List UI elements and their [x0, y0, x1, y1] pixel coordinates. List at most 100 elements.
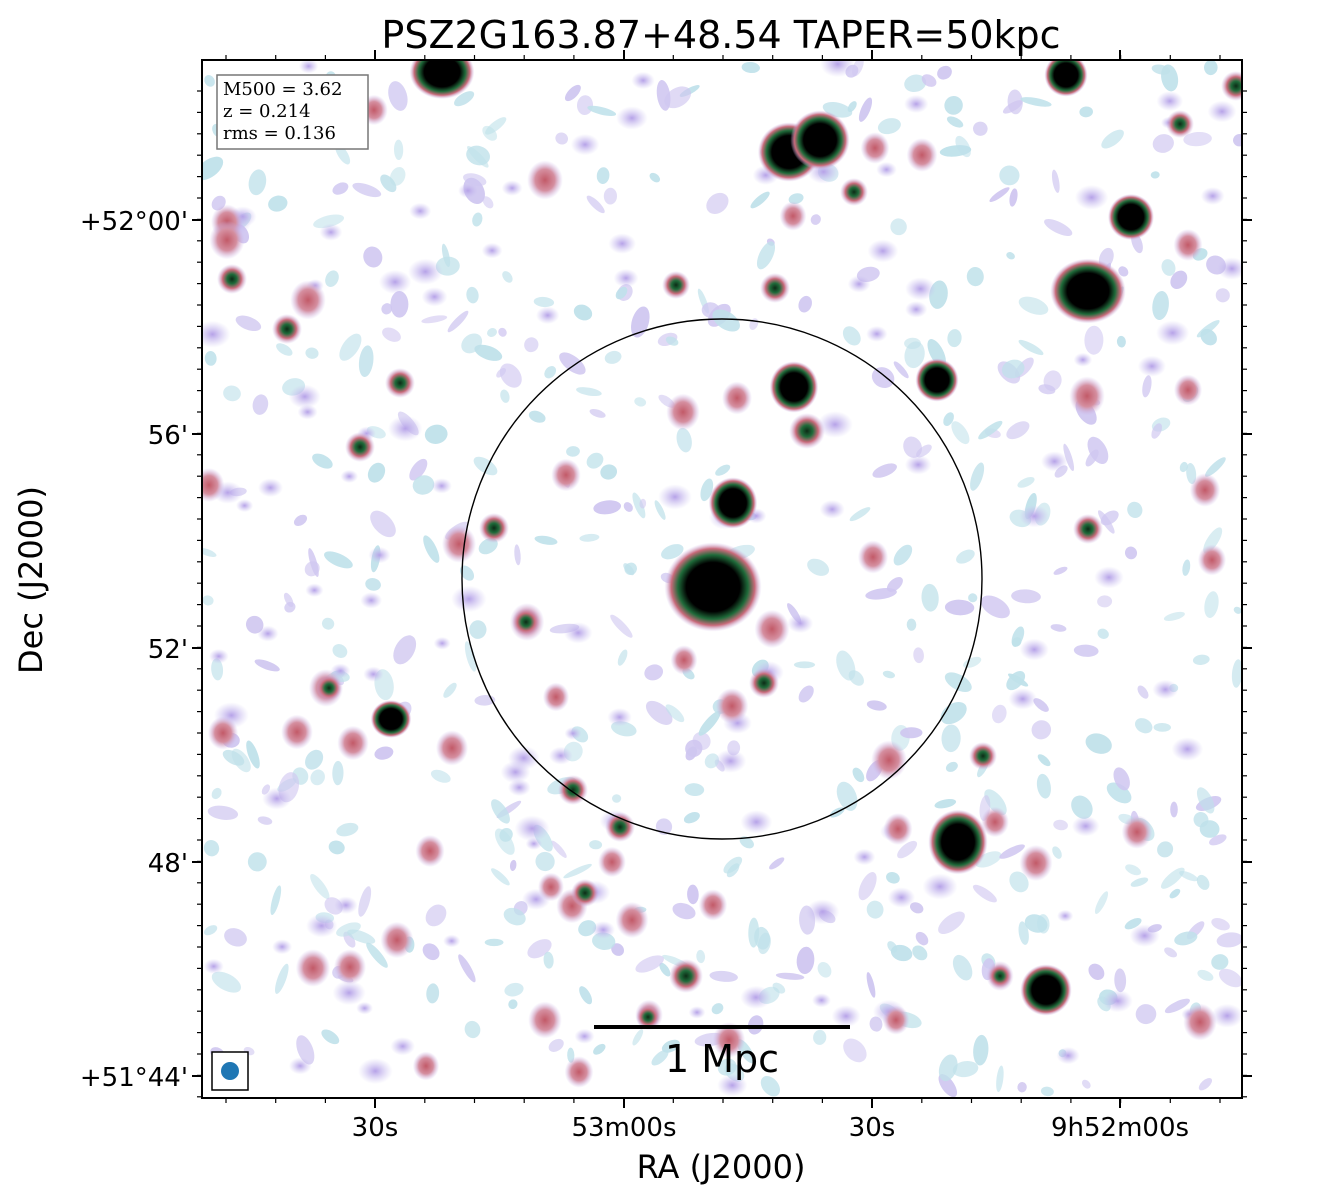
noise-blob — [858, 872, 877, 901]
moderate-source — [527, 160, 563, 200]
moderate-source — [551, 458, 581, 492]
noise-blob — [943, 412, 954, 426]
noise-blob — [469, 620, 487, 639]
noise-blob — [466, 145, 491, 166]
noise-blob — [573, 304, 593, 321]
moderate-source — [1183, 1003, 1217, 1041]
noise-blob — [946, 116, 964, 128]
noise-blob — [589, 408, 606, 418]
noise-blob — [459, 565, 475, 581]
faint-blob — [717, 1074, 748, 1097]
compact-source — [1166, 110, 1194, 138]
moderate-source — [202, 468, 225, 502]
noise-blob — [1011, 637, 1022, 647]
noise-blob — [1163, 611, 1185, 621]
noise-blob — [1002, 100, 1023, 114]
noise-blob — [1124, 546, 1138, 560]
x-axis-label: RA (J2000) — [637, 1148, 806, 1186]
noise-blob — [1037, 754, 1051, 767]
noise-blob — [748, 917, 760, 948]
faint-blob — [208, 648, 229, 664]
compact-source — [760, 273, 790, 303]
faint-blob — [812, 993, 831, 1008]
noise-blob — [466, 286, 479, 304]
noise-blob — [374, 746, 394, 760]
noise-blob — [593, 1043, 606, 1055]
faint-blob — [536, 306, 560, 325]
faint-blob — [408, 258, 443, 285]
faint-blob — [1152, 679, 1179, 700]
noise-blob — [980, 595, 1010, 619]
noise-blob — [312, 453, 333, 469]
noise-blob — [204, 351, 217, 366]
noise-blob — [991, 704, 1007, 724]
noise-blob — [1036, 773, 1051, 799]
noise-blob — [623, 502, 633, 512]
noise-blob — [473, 456, 498, 476]
noise-blob — [257, 816, 273, 825]
moderate-source — [528, 1001, 562, 1039]
noise-blob — [1179, 461, 1188, 473]
noise-blob — [443, 682, 457, 698]
noise-blob — [283, 592, 294, 608]
faint-blob — [1207, 100, 1237, 123]
noise-blob — [897, 840, 918, 859]
noise-blob — [1134, 718, 1153, 734]
noise-blob — [485, 117, 507, 135]
noise-blob — [474, 344, 503, 361]
noise-blob — [972, 884, 997, 903]
noise-blob — [1081, 1079, 1091, 1089]
noise-blob — [715, 464, 731, 476]
faint-blob — [570, 133, 600, 156]
noise-blob — [1233, 133, 1242, 147]
noise-blob — [1161, 259, 1176, 276]
noise-blob — [223, 385, 241, 402]
faint-blob — [607, 708, 632, 727]
noise-blob — [393, 139, 404, 160]
noise-blob — [587, 105, 617, 117]
faint-blob — [867, 239, 899, 263]
noise-blob — [393, 635, 417, 665]
compact-source — [669, 959, 703, 993]
noise-blob — [352, 182, 382, 198]
moderate-source — [542, 682, 570, 712]
noise-blob — [1085, 449, 1099, 467]
noise-blob — [482, 196, 494, 209]
noise-blob — [915, 931, 929, 946]
noise-blob — [1009, 871, 1029, 893]
axis-ticks — [192, 50, 1252, 1108]
noise-blob — [563, 863, 592, 879]
noise-blob — [904, 74, 927, 93]
noise-blob — [1097, 510, 1115, 534]
compact-source — [662, 271, 690, 299]
noise-blob — [1020, 97, 1052, 107]
moderate-source — [715, 688, 749, 724]
faint-blob — [360, 592, 383, 609]
noise-blob — [639, 498, 647, 509]
noise-blob — [836, 650, 856, 681]
info-rms: rms = 0.136 — [223, 123, 336, 144]
noise-blob — [1211, 954, 1229, 970]
faint-blob — [458, 183, 478, 199]
faint-blob — [388, 415, 423, 442]
noise-blob — [270, 885, 282, 916]
noise-blob — [756, 241, 776, 270]
noise-blob — [978, 420, 1003, 440]
noise-blob — [1192, 654, 1210, 665]
noise-blob — [1170, 801, 1178, 818]
noise-blob — [655, 818, 673, 835]
faint-blob — [1156, 320, 1190, 346]
faint-blob — [1211, 1003, 1242, 1028]
noise-blob — [1153, 722, 1171, 732]
noise-blob — [1009, 188, 1018, 207]
noise-blob — [632, 492, 646, 519]
moderate-source — [906, 138, 938, 172]
noise-blob — [623, 563, 635, 576]
noise-blob — [586, 452, 604, 469]
faint-blob — [740, 985, 772, 1010]
noise-blob — [534, 535, 558, 545]
noise-blob — [989, 187, 1010, 202]
moderate-source — [883, 813, 913, 845]
noise-blob — [865, 588, 897, 600]
noise-blob — [877, 118, 901, 135]
